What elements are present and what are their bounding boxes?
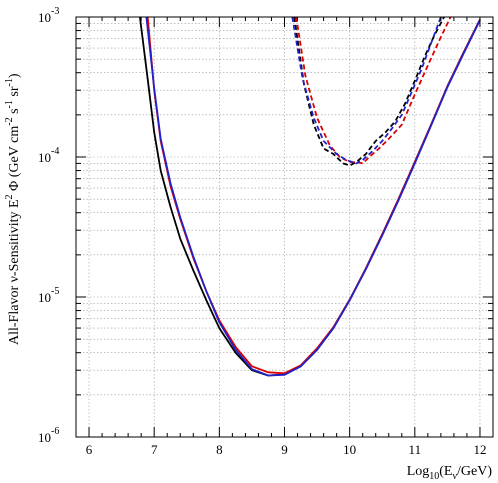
- x-axis-label-base-sub: 10: [429, 471, 439, 482]
- y-axis-label-exp-s: -1: [4, 100, 15, 108]
- y-tick-label: 10-3: [38, 6, 59, 25]
- y-tick-labels: 10-6 10-5 10-4 10-3: [38, 6, 59, 445]
- series-line-5: [295, 17, 452, 165]
- x-axis-label-paren: (E: [439, 464, 452, 479]
- y-axis-label: All-Flavor ν-Sensitivity E2 Φ (GeV cm-2 …: [4, 73, 22, 345]
- axis-ticks: [75, 17, 494, 438]
- y-tick-label: 10-4: [38, 146, 59, 165]
- x-tick-label: 11: [409, 442, 422, 457]
- y-axis-label-mid2: sr: [7, 86, 22, 100]
- x-axis-label-base: Log: [407, 464, 430, 479]
- y-axis-label-close: ): [7, 73, 22, 78]
- y-axis-label-mid: s: [7, 108, 22, 117]
- x-axis-label: Log10(Eν/GeV): [407, 464, 493, 482]
- y-tick-label: 10-5: [38, 286, 59, 305]
- y-axis-label-rest: Φ (GeV cm: [7, 126, 22, 195]
- x-tick-label: 6: [86, 442, 93, 457]
- y-tick-label: 10-6: [38, 426, 59, 445]
- series-group: [139, 17, 481, 377]
- x-tick-label: 8: [216, 442, 223, 457]
- series-line-6: [291, 17, 442, 165]
- series-line-3: [145, 17, 481, 377]
- x-axis-label-nu: ν: [452, 471, 457, 482]
- y-axis-label-exp2: 2: [4, 194, 15, 199]
- x-tick-label: 12: [473, 442, 486, 457]
- y-axis-label-exp-cm: -2: [4, 117, 15, 125]
- y-axis-label-main: All-Flavor ν-Sensitivity E: [7, 199, 22, 345]
- series-line-2: [146, 17, 481, 375]
- series-line-4: [293, 17, 445, 167]
- x-tick-label: 9: [281, 442, 288, 457]
- y-axis-label-exp-sr: -1: [4, 78, 15, 86]
- x-tick-label: 7: [151, 442, 158, 457]
- x-tick-label: 10: [343, 442, 356, 457]
- x-tick-labels: 6 7 8 9 10 11 12: [86, 442, 487, 457]
- x-axis-label-rest: /GeV): [457, 464, 492, 479]
- series-line-1: [139, 17, 481, 377]
